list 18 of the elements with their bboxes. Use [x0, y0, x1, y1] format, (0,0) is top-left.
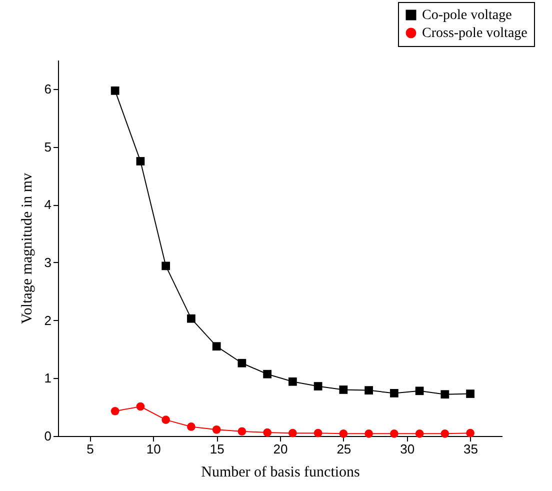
y-tick-label: 4	[44, 197, 52, 212]
y-axis-title: Voltage magnitude in mv	[19, 172, 36, 324]
x-axis-title: Number of basis functions	[201, 464, 360, 480]
x-tick-label: 15	[210, 442, 224, 456]
x-tick-label: 35	[464, 442, 478, 456]
legend-label: Co-pole voltage	[422, 8, 512, 23]
y-tick-label: 2	[44, 312, 52, 328]
x-tick-label: 5	[86, 442, 94, 456]
y-tick-label: 6	[44, 81, 52, 96]
legend-label: Cross-pole voltage	[422, 26, 528, 41]
x-tick-label: 10	[146, 442, 161, 456]
x-tick-label: 20	[273, 442, 288, 456]
y-tick-label: 0	[44, 428, 52, 444]
y-tick-label: 5	[44, 139, 52, 154]
y-tick-label: 1	[44, 370, 52, 386]
y-tick-label: 3	[44, 254, 52, 270]
x-tick-label: 30	[400, 442, 415, 456]
x-tick-label: 25	[336, 442, 352, 456]
